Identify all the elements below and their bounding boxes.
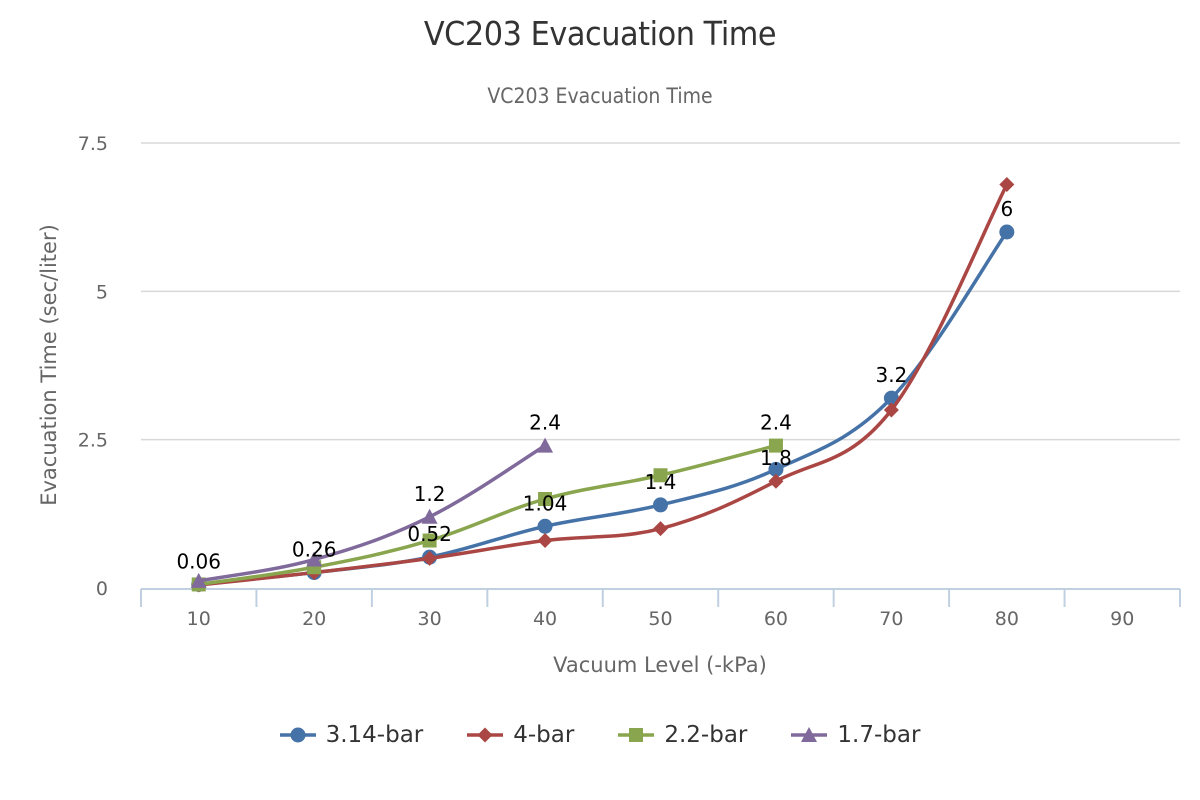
grid-lines: [141, 142, 1180, 441]
legend-item[interactable]: 1.7-bar: [791, 722, 920, 748]
y-axis-title: Evacuation Time (sec/liter): [37, 224, 61, 506]
data-label: 0.26: [292, 538, 337, 562]
legend-label: 4-bar: [513, 722, 575, 748]
data-label: 2.4: [760, 411, 792, 435]
legend-marker: [801, 727, 818, 742]
data-label: 0.06: [176, 549, 221, 573]
legend-item[interactable]: 4-bar: [467, 722, 574, 748]
data-point: [190, 572, 207, 588]
data-label: 6: [1000, 197, 1013, 221]
series-line[interactable]: [198, 444, 546, 583]
x-tick-label: 30: [418, 608, 442, 630]
data-point: [306, 551, 323, 567]
x-tick-label: 60: [764, 608, 788, 630]
data-label: 1.4: [645, 470, 677, 494]
data-point: [768, 473, 784, 489]
chart-subtitle: VC203 Evacuation Time: [487, 84, 713, 108]
y-tick-label: 5: [96, 281, 108, 303]
data-point: [768, 461, 784, 477]
data-point: [883, 402, 899, 418]
x-axis-title: Vacuum Level (-kPa): [553, 653, 767, 677]
data-label: 3.2: [875, 363, 907, 387]
legend-label: 3.14-bar: [325, 722, 424, 748]
data-point: [653, 468, 668, 483]
chart-title: VC203 Evacuation Time: [423, 14, 777, 53]
series-1-7-bar: [190, 437, 554, 588]
legend-item[interactable]: 2.2-bar: [618, 722, 747, 748]
data-point: [538, 492, 553, 506]
data-point: [999, 177, 1015, 193]
x-axis: 10 20 30 40 50 60 70 80 90: [140, 588, 1181, 630]
legend: 3.14-bar 4-bar 2.2-bar 1.7-bar: [0, 722, 1200, 748]
legend-label: 2.2-bar: [664, 722, 748, 748]
data-label: 1.8: [760, 446, 792, 470]
series-line[interactable]: [198, 183, 1009, 587]
x-tick-label: 40: [533, 608, 557, 630]
square-marker-icon: [618, 728, 655, 742]
data-point: [421, 508, 438, 524]
y-axis: 0 2.5 5 7.5: [78, 133, 108, 600]
legend-marker: [290, 727, 306, 743]
legend-label: 1.7-bar: [837, 722, 921, 748]
legend-item[interactable]: 3.14-bar: [279, 722, 424, 748]
data-label: 1.04: [523, 491, 568, 515]
data-point: [768, 438, 783, 453]
data-point: [653, 521, 668, 537]
data-point: [422, 550, 438, 566]
y-tick-label: 2.5: [78, 430, 108, 452]
data-point: [653, 497, 668, 513]
x-tick-label: 70: [879, 608, 903, 630]
data-point: [422, 533, 437, 548]
series-line[interactable]: [198, 231, 1009, 587]
data-label: 1.2: [414, 482, 446, 506]
legend-marker: [477, 727, 493, 743]
y-tick-label: 0: [96, 578, 108, 600]
data-label: 2.4: [529, 411, 561, 435]
diamond-marker-icon: [467, 727, 504, 743]
legend-marker: [629, 728, 644, 742]
circle-marker-icon: [279, 727, 316, 743]
data-point: [537, 533, 553, 549]
data-point: [537, 437, 554, 453]
x-tick-label: 80: [995, 608, 1019, 630]
data-point: [999, 224, 1015, 240]
x-tick-label: 90: [1110, 608, 1134, 630]
x-tick-label: 10: [187, 608, 211, 630]
series-line[interactable]: [198, 443, 777, 587]
x-tick-label: 20: [302, 608, 326, 630]
data-point: [537, 518, 553, 534]
triangle-marker-icon: [791, 727, 828, 742]
data-point: [883, 390, 899, 406]
series-group: [190, 177, 1015, 593]
x-tick-label: 50: [648, 608, 672, 630]
data-labels: 0.06 0.26 0.52 1.2 1.04 2.4 1.4 1.8 2.4 3.2 6: [176, 197, 1013, 573]
y-tick-label: 7.5: [78, 133, 108, 155]
data-label: 0.52: [407, 522, 452, 546]
